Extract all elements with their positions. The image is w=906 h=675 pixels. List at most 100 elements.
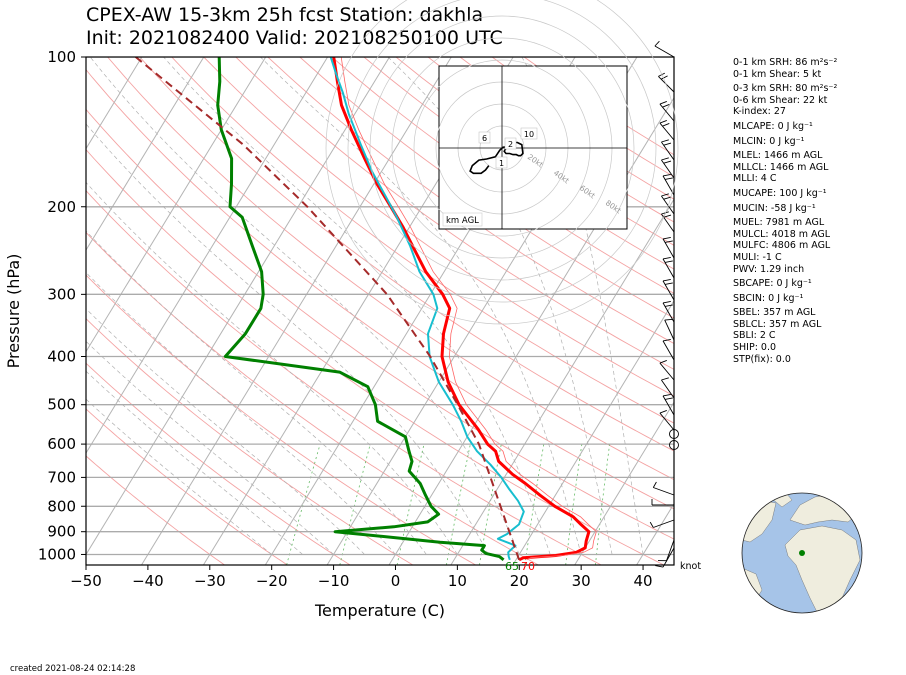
wind-barb-flag	[664, 282, 673, 285]
wind-barb	[653, 519, 675, 528]
hodograph-height-label: 2	[504, 137, 517, 150]
dry-adiabat	[235, 57, 674, 370]
isotherm	[86, 57, 205, 252]
wind-barb-flag	[664, 240, 673, 243]
wind-barb-flag	[661, 377, 669, 381]
calm-wind-circle	[669, 440, 679, 450]
isotherm	[86, 57, 143, 150]
index-line: SBLCL: 357 m AGL	[733, 318, 822, 330]
x-tick-label: 30	[572, 572, 591, 590]
calm-wind-circle	[669, 429, 679, 439]
hodograph-axis-label: km AGL	[446, 216, 479, 226]
wind-barb-flag	[661, 139, 669, 143]
index-line: MLCIN: 0 J kg⁻¹	[733, 135, 805, 147]
wind-barb-flag	[663, 142, 672, 146]
wind-barb-flag	[664, 177, 673, 180]
index-line: SBCAPE: 0 J kg⁻¹	[733, 278, 812, 290]
chart-title-line2: Init: 2021082400 Valid: 202108250100 UTC	[86, 27, 503, 49]
index-line: SBEL: 357 m AGL	[733, 307, 816, 319]
wind-barb-flag	[663, 214, 672, 218]
dry-adiabat	[107, 57, 674, 481]
wind-barb-flag	[659, 119, 667, 124]
wind-barb	[661, 141, 675, 161]
wind-barb-flag	[654, 40, 660, 47]
dry-adiabat	[86, 362, 351, 565]
moist-adiabat	[86, 370, 303, 555]
index-line: SHIP: 0.0	[733, 342, 777, 354]
isotherm	[86, 57, 267, 353]
index-line: PWV: 1.29 inch	[733, 263, 805, 275]
y-tick-label: 100	[47, 48, 76, 66]
hodograph-ring	[325, 0, 679, 325]
x-tick-label: −20	[256, 572, 288, 590]
dry-adiabat	[86, 190, 602, 565]
index-line: STP(fix): 0.0	[733, 353, 791, 365]
mixing-ratio-line	[446, 444, 471, 565]
wind-barb	[659, 362, 675, 381]
index-line: MLLI: 4 C	[733, 173, 777, 185]
wind-barb-flag	[662, 338, 671, 342]
svg-text:10: 10	[524, 130, 534, 139]
sounding-indices-panel: 0-1 km SRH: 86 m²s⁻² 0-1 km Shear: 5 kt 0-…	[733, 57, 837, 365]
index-line: 0-1 km SRH: 86 m²s⁻²	[733, 57, 838, 68]
index-line: 0-3 km SRH: 80 m²s⁻²	[733, 83, 838, 95]
index-line: SBLI: 2 C	[733, 330, 776, 342]
wind-barb-flag	[658, 72, 666, 77]
wind-barb-flag	[662, 173, 671, 177]
wind-barb-flag	[661, 157, 669, 161]
wind-barb	[653, 487, 675, 496]
wind-barb	[654, 45, 675, 58]
wind-barb	[659, 412, 675, 431]
moist-adiabat	[86, 308, 365, 555]
temperature-profile	[332, 57, 591, 562]
wind-barb-flag	[659, 409, 667, 414]
wind-barb-flag	[655, 565, 664, 568]
isotherm	[86, 57, 390, 556]
mixing-ratio-line	[524, 444, 545, 565]
created-timestamp: created 2021-08-24 02:14:28	[10, 664, 136, 674]
wind-barb	[662, 340, 675, 361]
y-tick-label: 600	[47, 435, 76, 453]
svg-text:6: 6	[482, 134, 487, 143]
index-line: 0-1 km Shear: 5 kt	[733, 68, 822, 80]
dry-adiabat	[86, 274, 476, 565]
index-line: MULFC: 4806 m AGL	[733, 240, 831, 252]
dry-adiabat	[86, 408, 288, 565]
wind-barb	[659, 103, 675, 122]
y-tick-label: 400	[47, 348, 76, 366]
moist-adiabat	[89, 57, 520, 555]
y-axis-label: Pressure (hPa)	[4, 254, 23, 369]
wind-barb-flag	[662, 278, 671, 282]
index-line: MUCAPE: 100 J kg⁻¹	[733, 187, 827, 199]
index-line: MUCIN: -58 J kg⁻¹	[733, 202, 816, 214]
wind-barb	[661, 379, 675, 399]
hodograph-height-label: 10	[520, 127, 538, 140]
mixing-ratio-line	[396, 444, 425, 565]
y-tick-label: 200	[47, 198, 76, 216]
wind-barb-flag	[662, 122, 670, 127]
surface-temperature-label: 70	[521, 560, 535, 573]
wind-barb-flag	[662, 103, 670, 108]
wind-barb	[661, 159, 675, 179]
x-tick-label: −50	[70, 572, 102, 590]
wind-barb	[662, 395, 675, 416]
wind-barb-flag	[661, 211, 669, 215]
dry-adiabat	[86, 455, 225, 565]
dewpoint-profile	[216, 57, 505, 561]
x-tick-label: 0	[391, 572, 401, 590]
wind-barb-flag	[662, 393, 671, 397]
dry-adiabat	[331, 57, 674, 294]
wind-barb-flag	[660, 75, 668, 80]
isotherm	[388, 96, 674, 565]
y-tick-label: 900	[47, 523, 76, 541]
moist-adiabat	[521, 57, 644, 555]
wind-barb-flag	[663, 160, 672, 164]
dry-adiabat	[299, 57, 674, 319]
wind-barb	[661, 213, 675, 233]
wind-barb-flag	[661, 193, 669, 197]
wind-barb	[662, 547, 675, 568]
index-line: 0-6 km Shear: 22 kt	[733, 94, 828, 106]
y-tick-label: 1000	[38, 545, 76, 563]
